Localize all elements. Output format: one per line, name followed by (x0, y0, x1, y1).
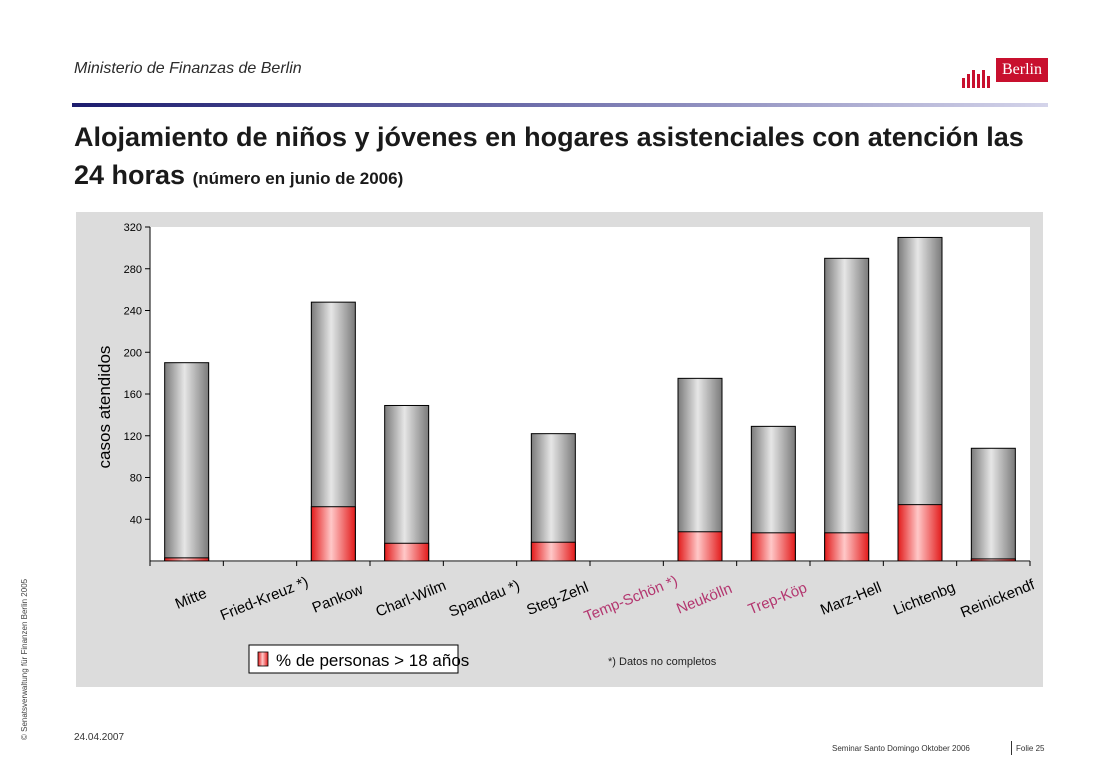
category-label: Mitte (173, 585, 210, 613)
bar-total (384, 404, 430, 562)
y-tick-label: 80 (130, 473, 142, 485)
chart-panel: 40 80 120 160 200 240 280 320 Mitte Fried-Kreuz … (76, 212, 1043, 687)
bar-total (677, 377, 723, 562)
bar-total (824, 257, 870, 562)
title-main: Alojamiento de niños y jóvenes en hogare… (74, 122, 1024, 190)
legend-label: % de personas > 18 años (276, 651, 469, 670)
bar-over-18 (897, 504, 943, 562)
title-subtitle: (número en junio de 2006) (192, 169, 404, 188)
plot-area (150, 227, 1030, 562)
bar-over-18 (310, 506, 356, 562)
footer-seminar: Seminar Santo Domingo Oktober 2006 (832, 744, 970, 753)
bar-over-18 (824, 532, 870, 562)
header-rule (72, 103, 1048, 107)
date: 24.04.2007 (74, 732, 125, 743)
category-label: Charl-Wilm (373, 577, 448, 621)
bar-total (970, 447, 1016, 562)
y-tick-label: 40 (130, 514, 142, 526)
y-axis-label: casos atendidos (95, 346, 114, 469)
ministry-name: Ministerio de Finanzas de Berlin (74, 60, 302, 77)
logo-bars-icon (962, 68, 992, 88)
y-tick-label: 320 (124, 222, 142, 234)
bar-total (530, 433, 576, 562)
category-label: Temp-Schön *) (582, 572, 680, 625)
category-label: Lichtenbg (891, 579, 958, 619)
footer-separator (1011, 741, 1012, 755)
bar-over-18 (530, 541, 576, 562)
bar-over-18 (750, 532, 796, 562)
footer-page-number: Folie 25 (1016, 744, 1045, 753)
footnote: *) Datos no completos (608, 656, 717, 668)
bar-over-18 (677, 531, 723, 562)
y-tick-label: 280 (124, 264, 142, 276)
category-label: Marz-Hell (818, 579, 884, 619)
copyright-credit: © Senatsverwaltung für Finanzen Berlin 2… (20, 578, 29, 740)
bar-over-18 (384, 542, 430, 562)
category-label: Trep-Köp (746, 579, 810, 618)
page-title: Alojamiento de niños y jóvenes en hogare… (74, 118, 1034, 198)
bar-total (164, 362, 210, 562)
y-tick-label: 160 (124, 389, 142, 401)
category-label: Neukölln (674, 580, 734, 618)
category-label: Steg-Zehl (524, 579, 591, 619)
bar-chart: 40 80 120 160 200 240 280 320 Mitte Fried-Kreuz … (95, 222, 1038, 674)
berlin-logo: Berlin (962, 58, 1048, 88)
logo-text: Berlin (996, 58, 1048, 82)
legend: % de personas > 18 años (248, 644, 469, 674)
y-tick-label: 200 (124, 347, 142, 359)
category-label: Spandau *) (446, 577, 522, 621)
category-label: Reinickendf (958, 576, 1038, 621)
legend-swatch (257, 651, 269, 667)
y-tick-label: 240 (124, 306, 142, 318)
y-tick-label: 120 (124, 431, 142, 443)
category-label: Pankow (310, 581, 366, 617)
category-label: Fried-Kreuz *) (218, 573, 311, 624)
